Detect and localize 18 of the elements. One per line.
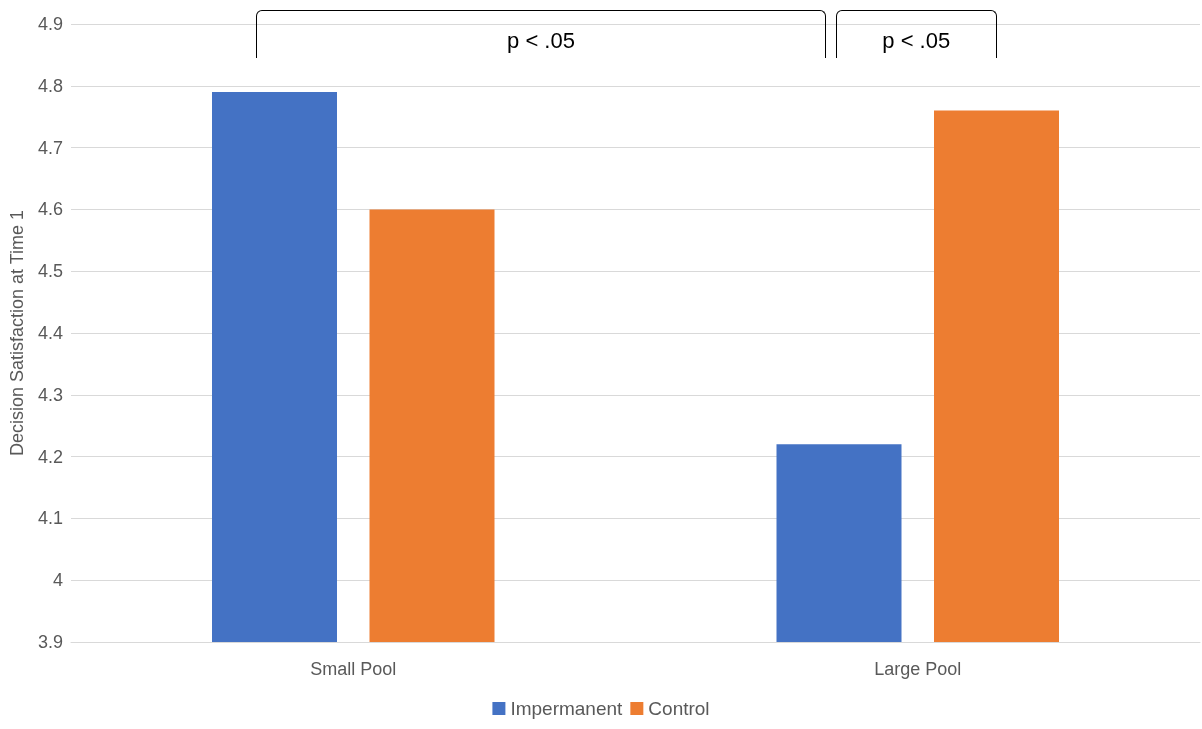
y-tick-label: 4 (52, 570, 63, 591)
legend-label: Impermanent (510, 698, 624, 719)
annotation: p < .05 (506, 28, 576, 54)
y-tick-label: 4.9 (37, 14, 63, 34)
y-tick-label: 4.7 (37, 137, 63, 158)
y-tick-label: 4.6 (37, 199, 63, 220)
legend-label: Control (648, 698, 710, 719)
y-axis-title: Decision Satisfaction at Time 1 (7, 209, 27, 457)
y-tick-label: 4.2 (37, 446, 63, 467)
x-tick-label: Large Pool (874, 659, 962, 679)
y-tick-label: 3.9 (37, 632, 63, 652)
y-tick-label: 4.3 (37, 384, 63, 405)
y-tick-label: 4.4 (37, 323, 63, 343)
annotation: p < .05 (881, 28, 952, 54)
y-tick-label: 4.1 (37, 508, 63, 529)
x-tick-label: Small Pool (310, 659, 397, 679)
y-tick-label: 4.8 (37, 75, 63, 96)
y-tick-label: 4.5 (37, 261, 63, 282)
